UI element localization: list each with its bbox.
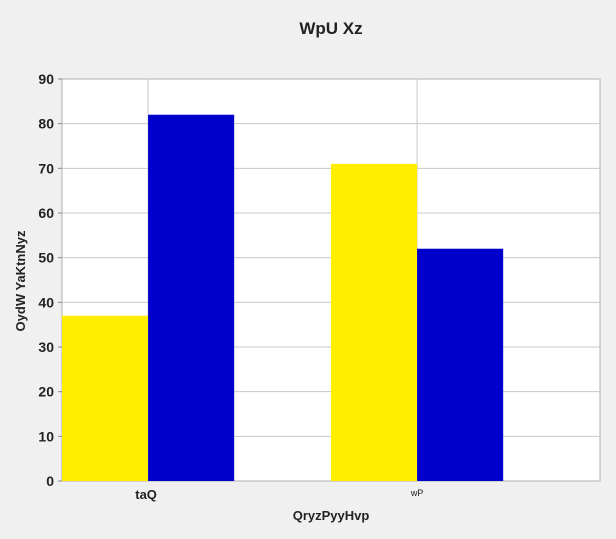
y-tick-label: 30 <box>38 339 54 355</box>
chart-title: WpU Xz <box>299 19 362 38</box>
bar-taQ-series-2 <box>148 114 235 481</box>
y-tick-label: 0 <box>46 473 54 489</box>
x-tick-label: wP <box>410 488 424 498</box>
x-axis-ticks: taQ wP <box>135 487 423 502</box>
y-tick-label: 80 <box>38 116 54 132</box>
y-tick-label: 90 <box>38 71 54 87</box>
y-axis-label: OydW YaKtnNyz <box>13 230 28 331</box>
bar-taQ-series-1 <box>62 315 149 481</box>
bar-wP-series-1 <box>331 163 418 481</box>
y-tick-label: 10 <box>38 428 54 444</box>
x-tick-label: taQ <box>135 487 157 502</box>
y-tick-label: 60 <box>38 205 54 221</box>
y-tick-label: 50 <box>38 250 54 266</box>
x-axis-label: QryzPyyHvp <box>293 508 370 523</box>
y-tick-label: 20 <box>38 384 54 400</box>
bars <box>62 114 504 481</box>
y-tick-label: 40 <box>38 294 54 310</box>
bar-wP-series-2 <box>417 248 504 481</box>
y-tick-label: 70 <box>38 160 54 176</box>
y-axis-ticks: 0 10 20 30 40 50 60 70 80 90 <box>38 71 62 489</box>
